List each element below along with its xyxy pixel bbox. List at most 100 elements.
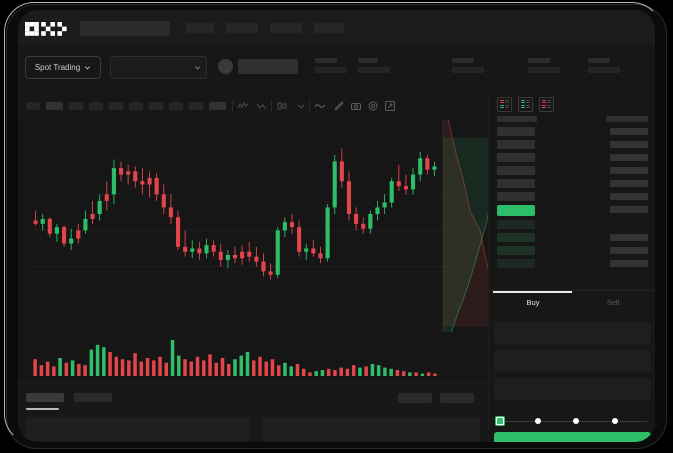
tab-open-orders[interactable] — [26, 393, 64, 402]
tablet-screen: Spot Trading — [18, 10, 655, 442]
line-chart-icon[interactable] — [314, 100, 326, 112]
timeframe-6h[interactable] — [169, 102, 183, 110]
okx-logo[interactable] — [25, 22, 67, 36]
stat-label — [452, 58, 474, 63]
orderbook-bid-row[interactable] — [489, 259, 655, 268]
bottom-action-2[interactable] — [440, 393, 474, 403]
stat-label — [528, 58, 550, 63]
orderbook-bid-row[interactable] — [489, 233, 655, 242]
nav-search-input[interactable] — [80, 21, 170, 36]
indicator-icon[interactable] — [237, 100, 249, 112]
orderbook-amount-cell — [610, 206, 648, 213]
stat-label — [588, 58, 610, 63]
orderbook-amount-cell — [610, 141, 648, 148]
orderbook-last-price-row — [497, 205, 535, 216]
order-price-field[interactable] — [494, 322, 651, 344]
orderbook-bid-row[interactable] — [489, 220, 655, 229]
stat-label — [358, 58, 378, 63]
stat-volume-24h — [588, 58, 620, 73]
timeframe-1d[interactable] — [209, 102, 226, 110]
orderbook-amount-cell — [610, 180, 648, 187]
timeframe-1m[interactable] — [26, 102, 40, 110]
nav-item-3[interactable] — [270, 23, 302, 33]
trading-mode-label: Spot Trading — [34, 63, 81, 72]
stat-high-24h — [452, 58, 484, 73]
order-tab-sell[interactable]: Sell — [606, 298, 620, 307]
stat-change-24h — [358, 58, 390, 73]
orderbook-ask-row[interactable] — [489, 127, 655, 136]
slider-handle[interactable] — [495, 416, 505, 426]
orderbook-ask-row[interactable] — [489, 179, 655, 188]
chevron-down-icon[interactable] — [295, 100, 307, 112]
orderbook-depth-chart — [442, 120, 496, 342]
timeframe-12h[interactable] — [189, 102, 203, 110]
stat-value — [315, 67, 347, 73]
stat-last-price — [315, 58, 347, 73]
slider-stop-25[interactable] — [535, 418, 541, 424]
camera-icon[interactable] — [350, 100, 362, 112]
nav-item-1[interactable] — [186, 23, 214, 33]
order-tab-underline — [493, 291, 572, 293]
fullscreen-icon[interactable] — [384, 100, 396, 112]
timeframe-30m[interactable] — [89, 102, 103, 110]
orderbook-bid-row[interactable] — [489, 246, 655, 255]
timeframe-1h[interactable] — [109, 102, 123, 110]
pair-name-placeholder — [238, 59, 298, 74]
orderbook-layout-both-icon[interactable] — [497, 97, 512, 112]
slider-stop-75[interactable] — [612, 418, 618, 424]
orderbook-ask-row[interactable] — [489, 153, 655, 162]
stat-value — [452, 67, 484, 73]
stat-value — [528, 67, 560, 73]
drawing-pencil-icon[interactable] — [333, 100, 345, 112]
order-amount-field[interactable] — [494, 350, 651, 372]
nav-item-2[interactable] — [226, 23, 258, 33]
stat-value — [588, 67, 620, 73]
bottom-content-left — [26, 417, 250, 441]
template-icon[interactable] — [276, 100, 288, 112]
orderbook-layout-bids-icon[interactable] — [518, 97, 533, 112]
timeframe-15m[interactable] — [69, 102, 83, 110]
orderbook-layout-toggles — [497, 97, 554, 112]
orderbook-price-cell — [497, 127, 535, 136]
order-form-tabs: Buy Sell — [489, 290, 655, 315]
volume-pane — [18, 332, 488, 382]
timeframe-5m[interactable] — [46, 102, 63, 110]
timeframe-4h[interactable] — [149, 102, 163, 110]
bottom-action-1[interactable] — [398, 393, 432, 403]
toolbar-divider — [271, 100, 272, 112]
orderbook-price-cell — [497, 246, 535, 255]
orderbook-ask-row[interactable] — [489, 192, 655, 201]
order-tab-buy[interactable]: Buy — [526, 298, 540, 307]
trading-mode-dropdown[interactable]: Spot Trading — [25, 56, 101, 79]
orderbook-header-amount — [606, 116, 648, 122]
orderbook-price-cell — [497, 233, 535, 242]
toolbar-divider — [232, 100, 233, 112]
orderbook-amount-cell — [610, 247, 648, 254]
tab-order-history[interactable] — [74, 393, 112, 402]
nav-item-4[interactable] — [314, 23, 344, 33]
candlestick-canvas — [32, 148, 448, 280]
orderbook-layout-asks-icon[interactable] — [539, 97, 554, 112]
orderbook-amount-cell — [610, 193, 648, 200]
orderbook-header-price — [497, 116, 537, 122]
orderbook-price-cell — [497, 192, 535, 201]
orderbook-price-cell — [497, 259, 535, 268]
settings-gear-icon[interactable] — [367, 100, 379, 112]
active-tab-underline — [26, 408, 59, 410]
orderbook-ask-row[interactable] — [489, 140, 655, 149]
top-navbar — [18, 10, 655, 46]
compare-icon[interactable] — [256, 100, 268, 112]
orderbook-amount-cell — [610, 260, 648, 267]
order-amount-slider[interactable] — [495, 416, 650, 426]
orderbook-amount-cell — [610, 128, 648, 135]
place-buy-order-button[interactable] — [494, 432, 651, 442]
trading-pair-select[interactable] — [110, 56, 207, 79]
timeframe-2h[interactable] — [129, 102, 143, 110]
orderbook-last-amount — [489, 205, 655, 214]
order-total-field[interactable] — [494, 378, 651, 400]
orderbook-ask-row[interactable] — [489, 166, 655, 175]
slider-stop-50[interactable] — [573, 418, 579, 424]
orderbook-price-cell — [497, 220, 535, 229]
market-subheader: Spot Trading — [18, 46, 655, 94]
